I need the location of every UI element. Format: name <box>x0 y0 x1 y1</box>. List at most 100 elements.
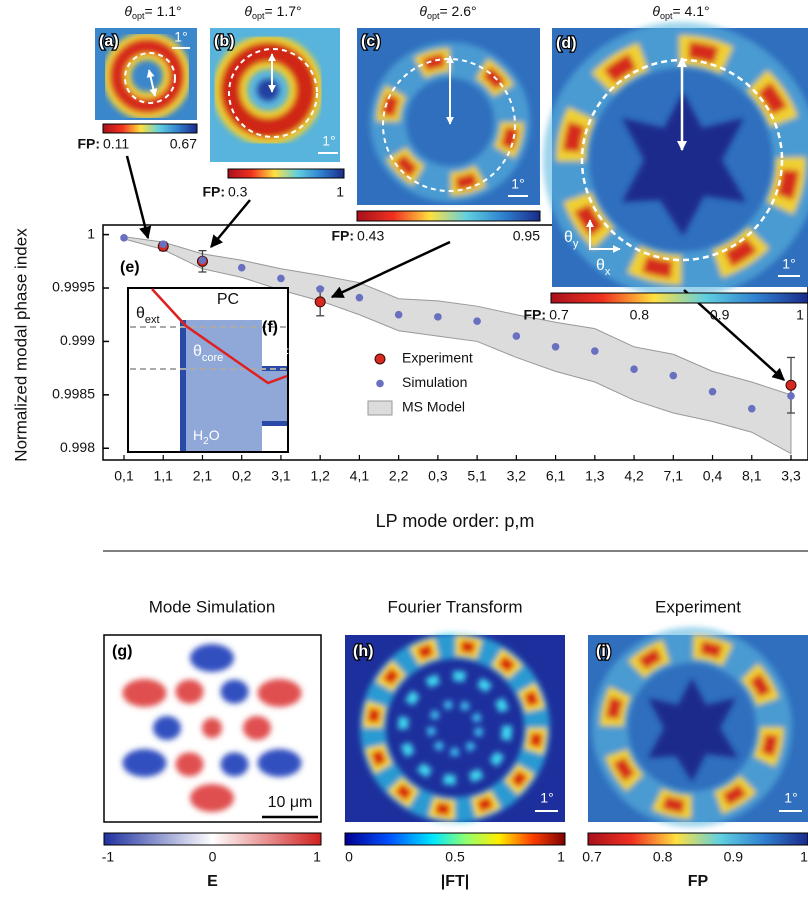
text: = 1.1° <box>144 3 181 19</box>
panel-title: Experiment <box>655 597 741 616</box>
lobe <box>257 679 302 707</box>
inset-title: θopt= 4.1° <box>652 3 709 22</box>
subscript: core <box>202 352 223 364</box>
colorbar-tick-label: -1 <box>102 849 115 865</box>
colorbar <box>356 210 541 222</box>
point <box>473 317 481 325</box>
colorbar-tick-label: 0.9 <box>710 307 730 323</box>
x-tick-label: 3,2 <box>507 468 527 484</box>
water-label: H2O <box>193 427 220 447</box>
lobe <box>190 644 234 672</box>
x-tick-label: 8,1 <box>742 468 762 484</box>
ring <box>398 671 512 785</box>
point <box>787 392 795 400</box>
x-tick-label: 0,3 <box>428 468 448 484</box>
x-tick-label: 2,2 <box>389 468 409 484</box>
lobe <box>122 749 167 777</box>
inset-c: 1° (c) <box>357 28 540 205</box>
subscript: opt <box>132 11 145 21</box>
pc-wall <box>180 320 186 451</box>
point <box>394 310 403 319</box>
panel-label: (h) <box>353 643 373 660</box>
scale-label: 1° <box>511 176 524 192</box>
x-tick-label: 0,4 <box>703 468 723 484</box>
text: H <box>193 427 203 443</box>
point <box>120 234 128 242</box>
colorbar <box>103 832 322 846</box>
point <box>591 347 599 355</box>
legend-swatch <box>367 400 393 416</box>
theta-ext: θext <box>136 305 160 326</box>
colorbar-label: |FT| <box>441 873 470 890</box>
pointer-arrow <box>683 289 785 381</box>
colorbar-tick-label: 0.95 <box>513 228 540 244</box>
colorbar-tick-label: 0 <box>345 849 353 865</box>
dashed-circle <box>124 52 176 104</box>
symbol: θ <box>419 3 427 19</box>
pointer-arrows <box>125 155 785 381</box>
inset-b: 1° (b) <box>210 28 340 162</box>
text: O <box>209 427 220 443</box>
symbol: θ <box>193 343 202 360</box>
axis-label: θy <box>564 229 579 250</box>
diagram-f: PC θext θcore PCF H2O (f) <box>127 287 289 453</box>
image-pattern <box>543 22 808 298</box>
panel-h <box>345 633 565 823</box>
y-axis-label: Normalized modal phase index <box>11 228 30 462</box>
legend-label: Experiment <box>402 350 473 366</box>
colorbar-tick-label: 0.9 <box>724 849 744 865</box>
y-tick-label: 0.9995 <box>52 279 95 295</box>
x-tick-label: 3,3 <box>781 468 801 484</box>
colorbar-tick-label: 0.3 <box>228 184 248 200</box>
y-tick-label: 0.998 <box>60 439 95 455</box>
x-tick-label: 4,2 <box>624 468 644 484</box>
x-tick-label: 0,1 <box>114 468 134 484</box>
colorbar <box>344 832 566 846</box>
point <box>434 313 442 321</box>
x-tick-label: 1,1 <box>154 468 174 484</box>
panel-label: (d) <box>556 35 576 52</box>
pointer-arrow <box>330 240 451 299</box>
theta-core: θcore <box>193 343 223 364</box>
pc-region <box>183 320 262 451</box>
x-axis-label: LP mode order: p,m <box>376 511 535 531</box>
y-tick-label: 0.9985 <box>52 386 95 402</box>
colorbar-tick-label: 1 <box>336 184 344 200</box>
lobe <box>175 679 204 704</box>
x-tick-label: 3,1 <box>271 468 291 484</box>
colorbar <box>102 123 198 134</box>
lobe <box>220 679 249 704</box>
x-tick-label: 1,2 <box>310 468 330 484</box>
symbol: θ <box>136 305 145 322</box>
inset-title: θopt= 2.6° <box>419 3 476 22</box>
colorbar-tick-label: 0.8 <box>630 307 650 323</box>
text: = 4.1° <box>672 3 709 19</box>
lobe <box>220 752 249 777</box>
point <box>708 387 717 396</box>
panel-title: Fourier Transform <box>387 597 522 616</box>
colorbar-tick-label: 0.11 <box>103 136 129 152</box>
panel-label: (f) <box>262 319 278 336</box>
colorbar-label: FP: <box>523 307 546 323</box>
inset-d: θy θx 1° (d) <box>543 22 808 298</box>
pointer-arrow <box>210 199 251 248</box>
colorbar-tick-label: 0.7 <box>582 849 602 865</box>
panel-label: (e) <box>120 259 140 276</box>
lobe <box>153 716 181 740</box>
panel-label: (a) <box>99 33 119 50</box>
scale-label: 10 μm <box>268 794 313 811</box>
point <box>314 296 326 308</box>
colorbar-label: FP: <box>331 228 354 244</box>
colorbar <box>227 168 345 179</box>
colorbar-label: FP: <box>202 184 225 200</box>
subscript: opt <box>252 11 265 21</box>
y-tick-label: 0.999 <box>60 332 95 348</box>
colorbar-tick-label: 0.7 <box>549 307 569 323</box>
point <box>785 379 797 391</box>
dashed-circle <box>228 48 318 138</box>
point <box>198 256 207 265</box>
point <box>355 293 364 302</box>
panel-label: (b) <box>214 33 234 50</box>
lobe <box>122 679 167 707</box>
